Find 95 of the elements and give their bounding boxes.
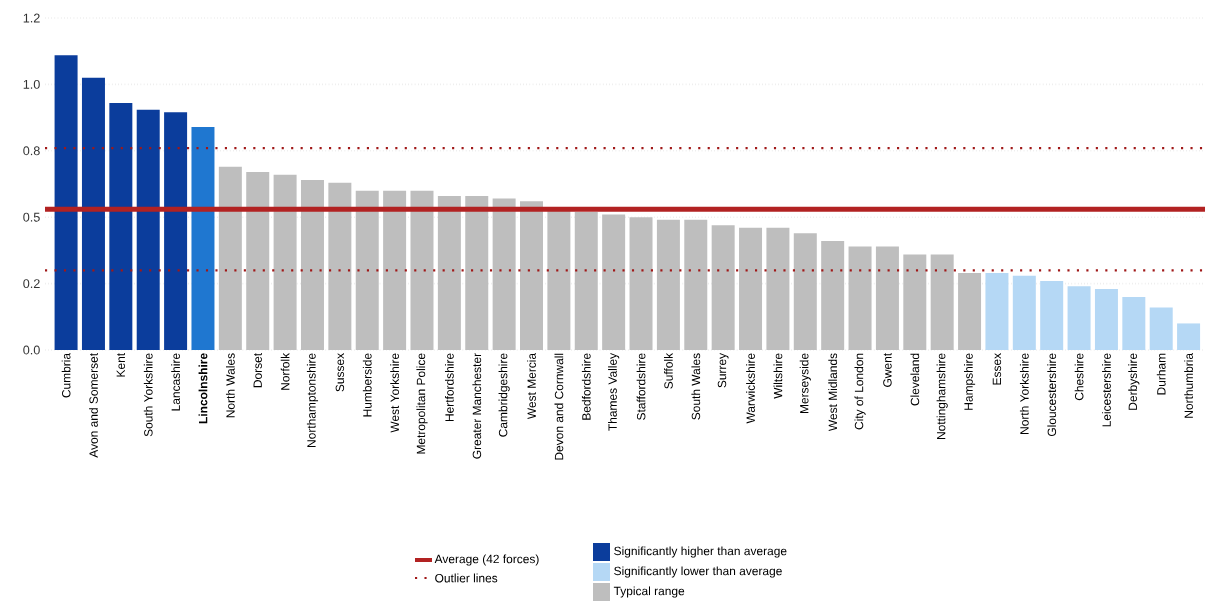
- bar: [1040, 280, 1064, 350]
- bar: [410, 190, 434, 350]
- bar: [848, 246, 872, 350]
- bar: [300, 180, 324, 350]
- bar: [985, 272, 1009, 350]
- x-tick-label: Sussex: [335, 353, 345, 392]
- bar: [191, 126, 215, 350]
- x-tick-label: Northumbria: [1184, 352, 1193, 418]
- x-tick-label: City of London: [854, 353, 866, 430]
- bar: [656, 219, 680, 350]
- bar: [492, 198, 516, 350]
- x-tick-label: Humberside: [362, 353, 372, 417]
- bar: [793, 233, 817, 350]
- legend-label: Significantly higher than average: [614, 546, 787, 558]
- bar: [246, 172, 270, 350]
- x-tick-label: Dorset: [253, 353, 262, 388]
- legend-label: Typical range: [613, 586, 685, 598]
- legend-label: Significantly lower than average: [614, 566, 782, 578]
- x-tick-label: Hertfordshire: [444, 353, 454, 422]
- x-tick-label: Warwickshire: [746, 353, 755, 424]
- x-tick-label: Wiltshire: [773, 353, 783, 399]
- y-tick-label: 1.2: [23, 13, 40, 23]
- x-tick-label: Hampshire: [963, 353, 976, 410]
- bar: [273, 174, 297, 350]
- x-tick-label: Norfolk: [280, 352, 290, 390]
- bar: [136, 109, 160, 350]
- x-tick-label: Cumbria: [61, 352, 71, 398]
- bar: [1012, 275, 1036, 350]
- bar: [81, 77, 105, 350]
- bar: [1067, 286, 1091, 350]
- x-tick-label: Thames Valley: [608, 352, 620, 431]
- x-tick-label: South Wales: [691, 353, 701, 420]
- bar: [1122, 296, 1146, 350]
- x-tick-label: Derbyshire: [1128, 353, 1140, 410]
- bar: [739, 227, 763, 350]
- bar: [1094, 288, 1118, 350]
- bar: [437, 195, 461, 350]
- bar: [383, 190, 407, 350]
- x-tick-label: West Mercia: [527, 352, 536, 420]
- x-tick-label: Greater Manchester: [472, 353, 482, 459]
- x-tick-label: Kent: [116, 353, 126, 377]
- x-tick-label: West Midlands: [828, 353, 838, 432]
- legend-label: Average (42 forces): [434, 554, 539, 566]
- bar: [547, 209, 571, 350]
- x-tick-label: North Yorkshire: [1019, 353, 1029, 434]
- bar: [328, 182, 352, 350]
- x-tick-label: Lincolnshire: [198, 353, 208, 424]
- bar: [218, 166, 242, 350]
- x-tick-label: Avon and Somerset: [89, 353, 98, 458]
- bar: [574, 211, 598, 350]
- x-tick-label: Nottinghamshire: [936, 353, 948, 439]
- bar: [164, 112, 188, 350]
- bar: [821, 241, 845, 350]
- bar: [958, 272, 982, 350]
- x-tick-label: Cheshire: [1074, 353, 1084, 401]
- bar: [465, 195, 489, 350]
- bar: [54, 55, 78, 350]
- bar: [711, 225, 735, 350]
- bar: [1177, 323, 1201, 350]
- x-tick-label: Durham: [1156, 353, 1166, 395]
- bar: [602, 214, 626, 350]
- bar: [930, 254, 954, 350]
- x-tick-label: North Wales: [225, 353, 235, 418]
- x-tick-label: Metropolitan Police: [416, 353, 428, 454]
- x-tick-label: Suffolk: [664, 352, 673, 389]
- bar: [1149, 307, 1173, 350]
- y-tick-label: 0.2: [23, 279, 40, 289]
- x-tick-label: Gloucestershire: [1047, 353, 1057, 437]
- x-tick-label: Bedfordshire: [581, 353, 591, 420]
- x-tick-label: Gwent: [883, 353, 892, 387]
- bar: [355, 190, 379, 350]
- bar: [520, 201, 544, 350]
- x-tick-label: Surrey: [717, 352, 729, 388]
- x-tick-label: Cleveland: [910, 353, 920, 406]
- bar: [766, 227, 790, 350]
- x-tick-label: Cambridgeshire: [498, 353, 510, 437]
- bar: [109, 102, 133, 350]
- x-tick-label: South Yorkshire: [143, 353, 153, 437]
- x-tick-label: Devon and Cornwall: [554, 353, 564, 460]
- bar: [684, 219, 708, 350]
- bar: [903, 254, 927, 350]
- legend-label: Outlier lines: [435, 573, 498, 583]
- x-tick-label: Essex: [992, 353, 1002, 385]
- bar: [629, 217, 653, 350]
- x-tick-label: Lancashire: [171, 353, 180, 411]
- y-tick-label: 0.0: [23, 345, 40, 355]
- bar: [875, 246, 899, 350]
- x-tick-label: Leicestershire: [1102, 353, 1111, 427]
- y-tick-label: 0.5: [23, 212, 40, 222]
- x-tick-label: West Yorkshire: [390, 353, 400, 433]
- y-tick-label: 1.0: [23, 79, 40, 89]
- x-tick-label: Merseyside: [799, 353, 811, 414]
- x-tick-label: Northamptonshire: [306, 353, 319, 447]
- x-tick-label: Staffordshire: [636, 353, 646, 420]
- y-tick-label: 0.8: [23, 146, 40, 156]
